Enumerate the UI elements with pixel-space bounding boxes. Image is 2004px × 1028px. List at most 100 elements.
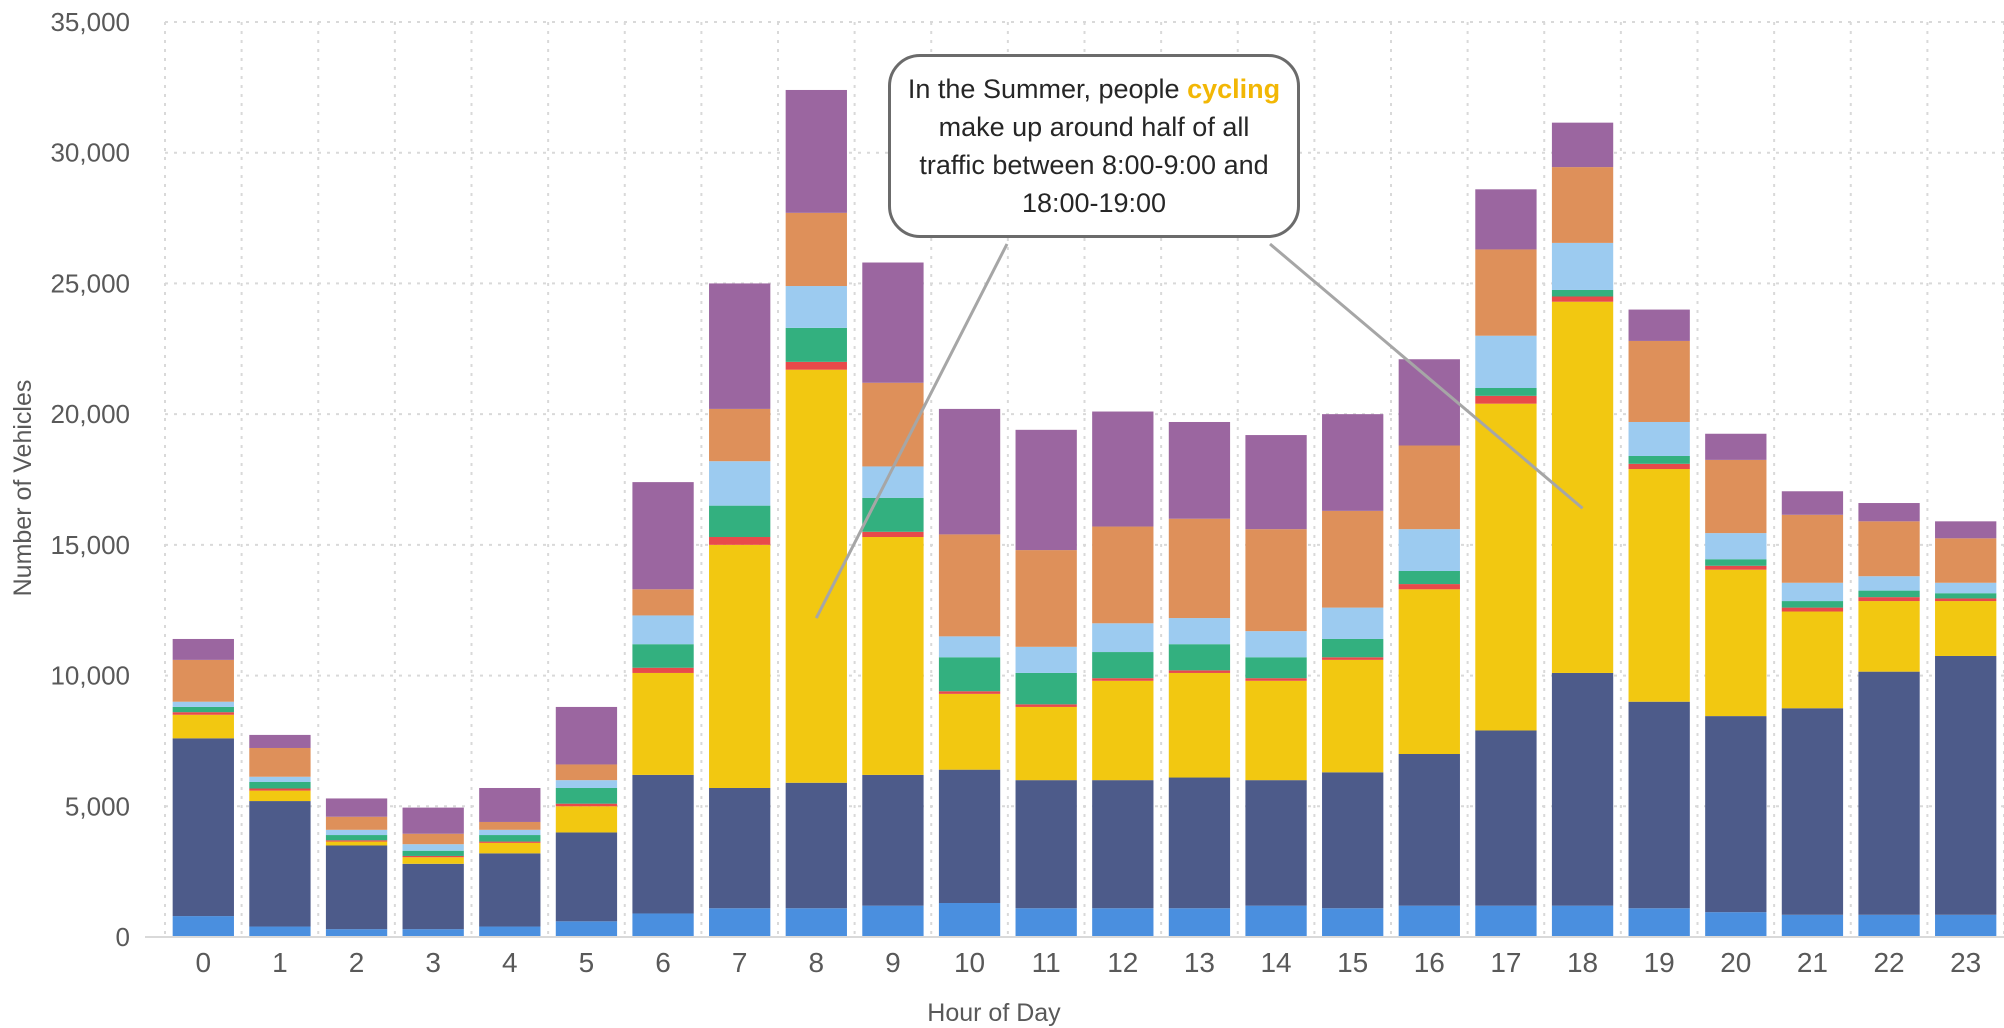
bar-segment	[1168, 672, 1231, 778]
bar-segment	[402, 850, 464, 856]
bar-segment	[1858, 597, 1920, 602]
bar-segment	[479, 821, 541, 830]
bar-segment	[938, 693, 1001, 770]
y-tick-label: 20,000	[50, 399, 130, 429]
bar-segment	[1551, 301, 1614, 673]
bar-segment	[862, 531, 924, 538]
x-tick-label: 16	[1414, 947, 1445, 978]
bar-segment	[632, 482, 694, 590]
x-tick-label: 12	[1107, 947, 1138, 978]
bar-segment	[479, 853, 541, 927]
bar-segment	[1475, 189, 1537, 250]
gridlines	[164, 21, 2004, 938]
bar-segment	[862, 262, 924, 383]
bar-segment	[249, 734, 311, 748]
bar-segment	[1245, 905, 1307, 937]
bar-segment	[1628, 340, 1690, 422]
bar-segment	[1781, 611, 1844, 709]
bar-segment	[325, 845, 388, 930]
bar-segment	[1322, 414, 1384, 511]
bar-segment	[1168, 644, 1231, 671]
bar-segment	[325, 816, 388, 830]
bar-segment	[938, 903, 1001, 937]
bar-segment	[402, 863, 464, 930]
bar-segment	[1935, 914, 1997, 937]
bar-segment	[479, 829, 541, 836]
bar-segment	[938, 657, 1001, 692]
bar-segment	[479, 835, 541, 842]
bar-segment	[1551, 122, 1614, 168]
bar-segment	[249, 776, 311, 782]
bar-segment	[785, 212, 847, 287]
y-tick-label: 25,000	[50, 268, 130, 298]
bar-segment	[1628, 309, 1690, 341]
bar-segment	[1705, 433, 1767, 460]
bar-segment	[632, 644, 694, 668]
bar-segment	[1858, 521, 1920, 577]
x-tick-label: 14	[1260, 947, 1291, 978]
bar-segment	[862, 905, 924, 937]
bar-segment	[1628, 455, 1690, 464]
bar-segment	[862, 537, 924, 775]
bar-segment	[249, 926, 311, 937]
bar-segment	[1705, 559, 1767, 566]
bar-segment	[1398, 754, 1460, 906]
bar-segment	[479, 842, 541, 854]
bar-segment	[938, 769, 1001, 904]
bar-segment	[1705, 533, 1767, 560]
bar-segment	[1475, 905, 1537, 937]
bar-segment	[1015, 908, 1077, 937]
bar-segment	[555, 803, 618, 807]
callout-pointers	[814, 242, 1584, 619]
bar-segment	[172, 701, 234, 707]
y-tick-label: 30,000	[50, 138, 130, 168]
bar-segment	[1398, 529, 1460, 571]
callout-pointer	[1269, 242, 1584, 510]
bar-segment	[1551, 167, 1614, 243]
bar-segment	[249, 781, 311, 789]
bar-segment	[1858, 914, 1920, 937]
bar-segment	[709, 787, 771, 909]
bar-segment	[172, 638, 234, 660]
bar-segment	[785, 89, 847, 213]
x-tick-label: 1	[272, 947, 288, 978]
bar-segment	[1015, 429, 1077, 551]
y-tick-label: 10,000	[50, 661, 130, 691]
bar-segment	[785, 327, 847, 362]
bar-segment	[862, 466, 924, 498]
bar-segment	[402, 807, 464, 834]
bar-segment	[172, 712, 234, 715]
bar-segment	[1015, 706, 1077, 781]
x-axis-ticks: 0 1 2 3 4 5 6 7 8 9 10 11 12 13 14 15 16 17 18 19 20 21 22 23	[196, 947, 1982, 978]
bar-segment	[1628, 421, 1690, 456]
bar-segment	[1168, 618, 1231, 645]
bar-segment	[709, 461, 771, 506]
bar-segment	[172, 714, 234, 739]
bar-segment	[862, 497, 924, 532]
bar-segment	[555, 806, 618, 833]
x-tick-label: 10	[954, 947, 985, 978]
y-tick-label: 5,000	[65, 791, 130, 821]
bar-segment	[172, 706, 234, 713]
bar-segment	[1168, 777, 1231, 909]
bar-segment	[1475, 335, 1537, 388]
y-axis-title: Number of Vehicles	[9, 380, 37, 597]
bar-segment	[479, 841, 541, 843]
bar-segment	[1781, 582, 1844, 602]
x-tick-label: 22	[1873, 947, 1904, 978]
bar-segment	[1551, 296, 1614, 302]
bar-segment	[632, 672, 694, 775]
bar-segment	[402, 844, 464, 851]
bar-segment	[1245, 780, 1307, 906]
x-tick-label: 13	[1184, 947, 1215, 978]
bar-segment	[1322, 510, 1384, 608]
bars	[145, 89, 2004, 938]
bar-segment	[632, 913, 694, 937]
x-tick-label: 23	[1950, 947, 1981, 978]
bar-segment	[938, 534, 1001, 637]
bar-segment	[938, 636, 1001, 658]
y-tick-label: 0	[116, 922, 130, 952]
bar-segment	[1245, 435, 1307, 530]
bar-segment	[1935, 538, 1997, 583]
annotation-text-segment: make up around half of all traffic betwe…	[919, 112, 1269, 218]
